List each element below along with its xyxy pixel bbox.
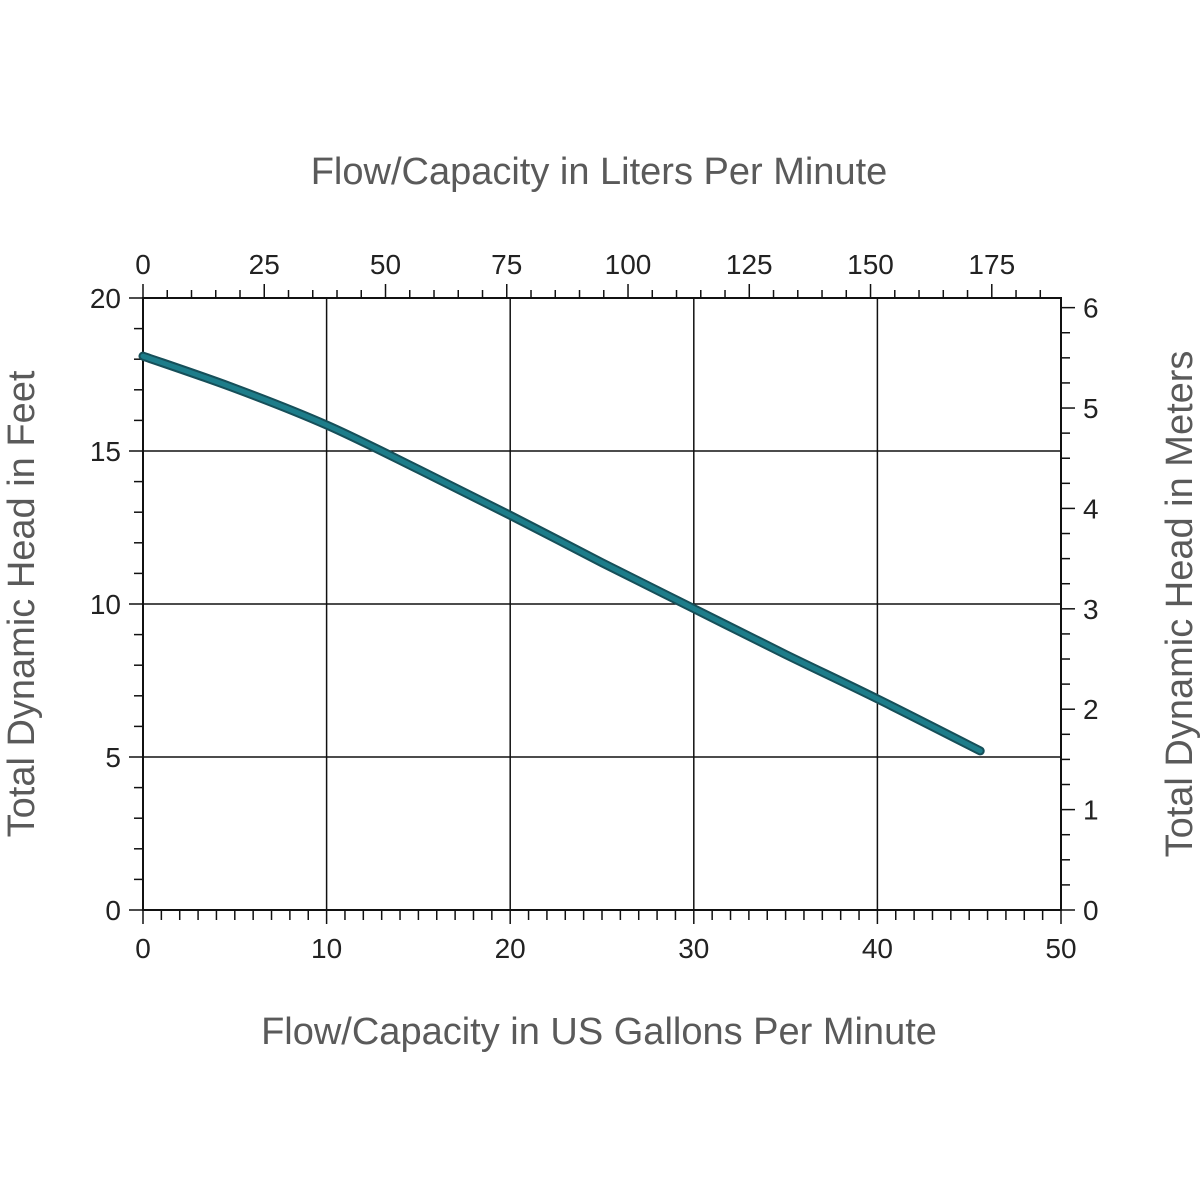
series-line — [140, 353, 983, 754]
y-right-tick-label: 5 — [1083, 393, 1099, 424]
y-right-axis-title: Total Dynamic Head in Meters — [1159, 351, 1200, 858]
series-layer — [138, 351, 985, 756]
x-tick-label: 0 — [135, 933, 151, 964]
x-axis-title: Flow/Capacity in US Gallons Per Minute — [261, 1011, 937, 1053]
y-tick-label: 10 — [90, 589, 121, 620]
top-tick-label: 25 — [249, 249, 280, 280]
y-tick-label: 20 — [90, 283, 121, 314]
top-axis-title: Flow/Capacity in Liters Per Minute — [311, 151, 888, 193]
y-right-tick-label: 2 — [1083, 694, 1099, 725]
y-right-tick-label: 4 — [1083, 493, 1099, 524]
axis-ticks — [129, 284, 1075, 924]
x-tick-label: 40 — [862, 933, 893, 964]
x-tick-label: 10 — [311, 933, 342, 964]
x-tick-label: 30 — [678, 933, 709, 964]
grid-lines — [143, 298, 1061, 910]
top-tick-label: 125 — [726, 249, 773, 280]
y-tick-label: 0 — [105, 895, 121, 926]
tick-labels: 0 10 20 30 40 500 25 50 75 100 125 150 1750510152001… — [90, 249, 1099, 964]
y-tick-label: 15 — [90, 436, 121, 467]
y-right-tick-label: 6 — [1083, 293, 1099, 324]
top-tick-label: 175 — [968, 249, 1015, 280]
x-tick-label: 50 — [1045, 933, 1076, 964]
y-right-tick-label: 0 — [1083, 895, 1099, 926]
plot-frame — [142, 297, 1062, 911]
top-tick-label: 50 — [370, 249, 401, 280]
y-axis-title: Total Dynamic Head in Feet — [1, 370, 43, 837]
top-tick-label: 75 — [491, 249, 522, 280]
x-tick-label: 20 — [495, 933, 526, 964]
y-right-tick-label: 1 — [1083, 795, 1099, 826]
y-tick-label: 5 — [105, 742, 121, 773]
y-right-tick-label: 3 — [1083, 594, 1099, 625]
top-tick-label: 100 — [605, 249, 652, 280]
top-tick-label: 150 — [847, 249, 894, 280]
series-line-outline — [138, 351, 985, 756]
top-tick-label: 0 — [135, 249, 151, 280]
